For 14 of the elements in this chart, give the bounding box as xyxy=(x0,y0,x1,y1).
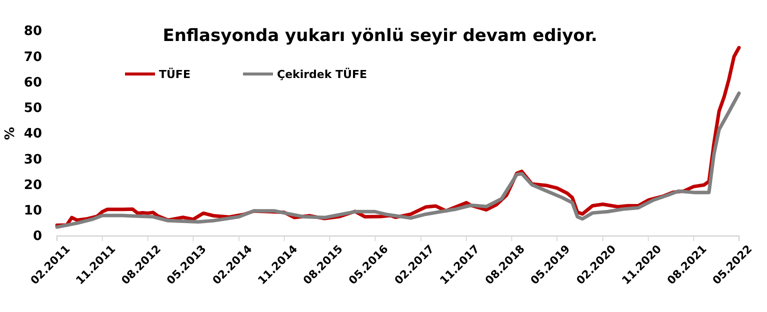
legend-label: Çekirdek TÜFE xyxy=(277,66,367,81)
y-tick-label: 30 xyxy=(24,152,42,168)
y-tick-label: 50 xyxy=(24,101,42,116)
legend-label: TÜFE xyxy=(159,66,190,81)
y-tick-label: 20 xyxy=(24,178,42,193)
y-axis-title: % xyxy=(3,126,18,140)
y-tick-label: 70 xyxy=(24,50,42,65)
y-tick-label: 80 xyxy=(24,24,42,40)
y-tick-label: 40 xyxy=(24,126,42,142)
chart-title: Enflasyonda yukarı yönlü seyir devam ediyor. xyxy=(162,26,598,46)
line-series xyxy=(55,92,741,229)
y-tick-label: 10 xyxy=(24,204,42,219)
y-tick-label: 60 xyxy=(24,75,42,90)
y-tick-label: 0 xyxy=(32,229,42,244)
